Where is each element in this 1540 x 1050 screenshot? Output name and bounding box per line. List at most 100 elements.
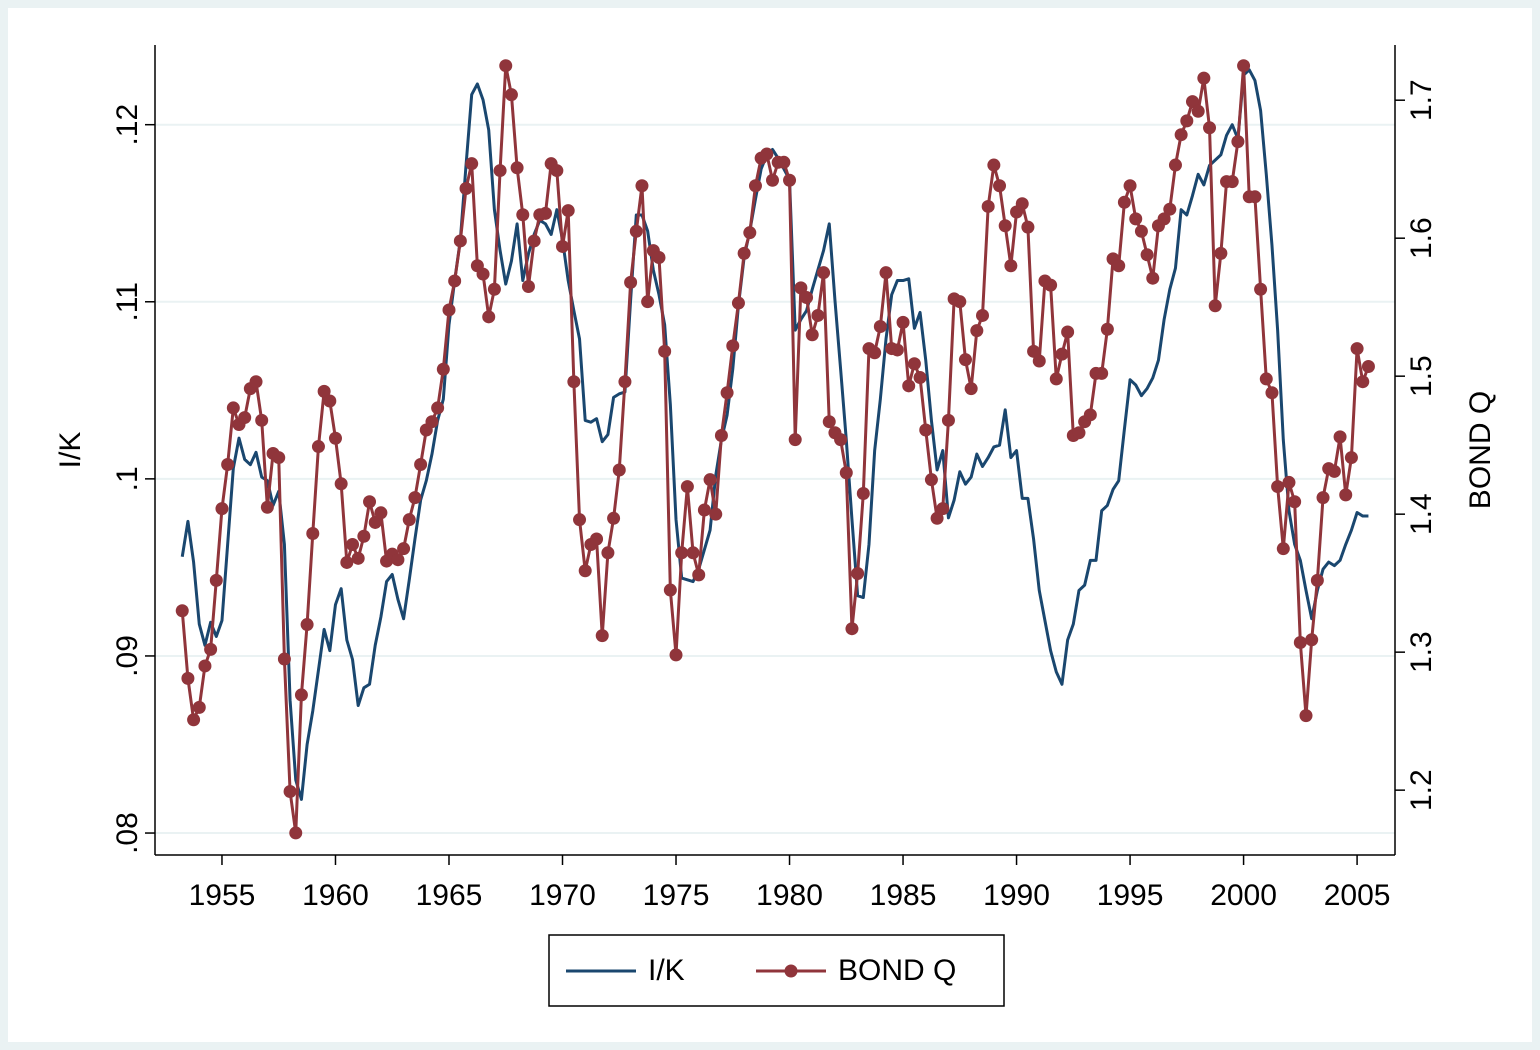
series-marker <box>215 502 229 516</box>
series-marker <box>919 423 933 437</box>
series-marker <box>408 491 422 505</box>
series-marker <box>1265 386 1279 400</box>
series-marker <box>1327 464 1341 478</box>
series-marker <box>181 671 195 685</box>
series-marker <box>578 564 592 578</box>
x-tick-label: 1960 <box>302 879 369 912</box>
series-marker <box>1083 408 1097 422</box>
legend-label: BOND Q <box>838 954 956 987</box>
series-marker <box>975 308 989 322</box>
series-marker <box>868 346 882 360</box>
series-marker <box>192 700 206 714</box>
series-marker <box>334 477 348 491</box>
series-marker <box>521 279 535 293</box>
series-marker <box>873 319 887 333</box>
series-marker <box>453 234 467 248</box>
series-marker <box>255 413 269 427</box>
series-marker <box>800 291 814 305</box>
y-tick-label: .12 <box>111 104 144 146</box>
series-marker <box>499 59 513 73</box>
series-marker <box>748 179 762 193</box>
series-marker <box>1259 372 1273 386</box>
series-marker <box>351 551 365 565</box>
series-marker <box>760 147 774 161</box>
series-marker <box>567 375 581 389</box>
series-marker <box>1282 475 1296 489</box>
series-line <box>180 68 1369 801</box>
series-marker <box>391 553 405 567</box>
series-marker <box>783 173 797 187</box>
series-marker <box>964 382 978 396</box>
y-tick-label: .11 <box>111 282 144 321</box>
y-tick-label: .1 <box>111 466 144 491</box>
legend-label: I/K <box>648 954 685 987</box>
series-marker <box>425 415 439 429</box>
series-marker <box>777 155 791 169</box>
series-marker <box>1316 491 1330 505</box>
series-marker <box>1310 573 1324 587</box>
series-marker <box>981 199 995 213</box>
series-marker <box>238 411 252 425</box>
series-marker <box>845 622 859 636</box>
series-marker <box>936 502 950 516</box>
series-marker <box>1027 344 1041 358</box>
series-marker <box>346 538 360 552</box>
series-marker <box>504 88 518 102</box>
series-marker <box>487 282 501 296</box>
series-marker <box>221 457 235 471</box>
series-marker <box>641 295 655 309</box>
series-marker <box>414 457 428 471</box>
series-marker <box>663 583 677 597</box>
series-marker <box>629 224 643 238</box>
series-marker <box>374 506 388 520</box>
y2-tick-label: 1.5 <box>1405 355 1438 397</box>
series-marker <box>368 515 382 529</box>
series-marker <box>726 339 740 353</box>
series-marker <box>538 206 552 220</box>
series-marker <box>1112 259 1126 273</box>
series-marker <box>1248 190 1262 204</box>
series-marker <box>510 161 524 175</box>
series-marker <box>720 386 734 400</box>
series-marker <box>896 315 910 329</box>
series-marker <box>277 652 291 666</box>
series-marker <box>697 503 711 517</box>
x-tick-label: 1995 <box>1097 879 1164 912</box>
series-marker <box>1344 451 1358 465</box>
series-marker <box>493 164 507 178</box>
series-marker <box>879 266 893 280</box>
series-marker <box>1339 488 1353 502</box>
y-tick-label: .09 <box>111 635 144 677</box>
series-marker <box>1276 542 1290 556</box>
series-marker <box>1015 197 1029 211</box>
series-marker <box>1191 104 1205 118</box>
series-marker <box>970 324 984 338</box>
series-marker <box>714 429 728 443</box>
series-marker <box>680 480 694 494</box>
series-marker <box>556 239 570 253</box>
series-marker <box>448 274 462 288</box>
series-marker <box>283 785 297 799</box>
series-marker <box>1299 709 1313 723</box>
series-marker <box>402 513 416 527</box>
y2-axis-title: BOND Q <box>1464 391 1497 509</box>
x-tick-label: 2000 <box>1210 879 1277 912</box>
series-marker <box>1185 95 1199 109</box>
series-marker <box>1134 224 1148 238</box>
series-marker <box>306 526 320 540</box>
series-marker <box>1163 202 1177 216</box>
series-marker <box>323 394 337 408</box>
series-marker <box>1168 158 1182 172</box>
legend-marker <box>784 964 798 978</box>
series-marker <box>175 604 189 618</box>
series-marker <box>1032 354 1046 368</box>
x-tick-label: 1970 <box>529 879 596 912</box>
series-marker <box>788 433 802 447</box>
series-marker <box>198 659 212 673</box>
series-marker <box>590 532 604 546</box>
series-marker <box>851 567 865 581</box>
series-marker <box>1095 366 1109 380</box>
series-marker <box>527 234 541 248</box>
